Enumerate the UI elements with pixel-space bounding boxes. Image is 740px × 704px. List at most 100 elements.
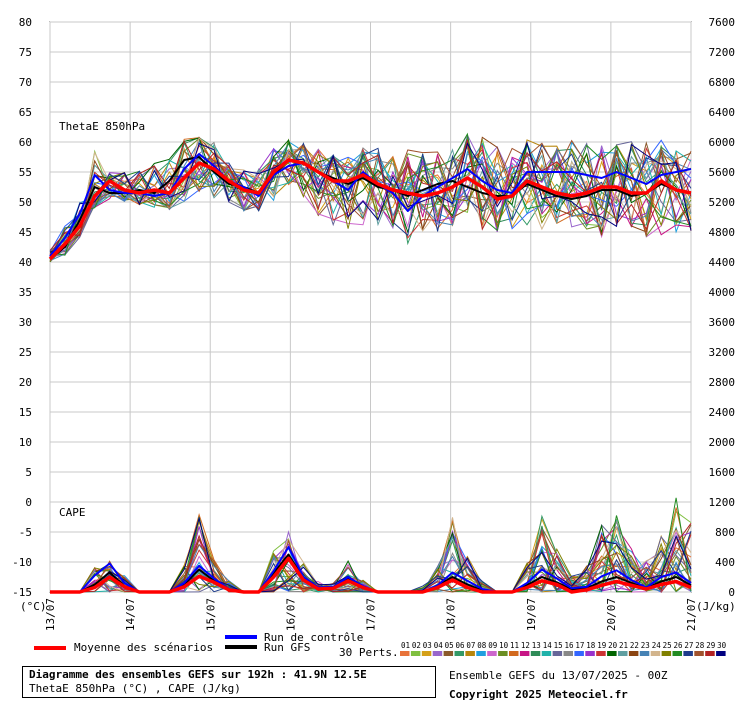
x-axis-ticks: 13/07 14/07 15/07 16/07 17/07 18/07 19/07 20/07… — [44, 598, 698, 631]
pert-legend-swatch — [639, 651, 650, 656]
left-tick-label: 35 — [19, 286, 32, 299]
right-tick-label: 400 — [715, 556, 735, 569]
legend: Moyenne des scénarios Run de contrôle Ru… — [34, 631, 727, 659]
pert-legend-swatch — [607, 651, 617, 656]
right-tick-label: 4400 — [709, 256, 736, 269]
right-tick-label: 3200 — [709, 346, 736, 359]
x-tick-label: 19/07 — [525, 598, 538, 631]
pert-legend-swatch — [509, 651, 519, 656]
left-tick-label: 0 — [25, 496, 32, 509]
pert-legend-swatch — [476, 651, 486, 656]
pert-legend-id: 14 — [543, 641, 553, 650]
pert-legend-swatch — [618, 651, 628, 656]
pert-legend-id: 13 — [532, 641, 541, 650]
pert-legend-swatch — [519, 651, 530, 656]
pert-legend-swatch — [596, 651, 606, 656]
pert-legend-id: 26 — [674, 641, 684, 650]
left-tick-label: 5 — [25, 466, 32, 479]
pert-legend-id: 19 — [597, 641, 606, 650]
pert-legend-id: 25 — [663, 641, 672, 650]
thetae-perturbation-26 — [49, 132, 692, 256]
pert-legend-id: 03 — [423, 641, 432, 650]
pert-legend-id: 16 — [565, 641, 575, 650]
right-tick-label: 1600 — [709, 466, 736, 479]
left-tick-label: 25 — [19, 346, 32, 359]
thetae-mean-line — [48, 158, 692, 261]
info-title: Diagramme des ensembles GEFS sur 192h : … — [29, 668, 367, 681]
right-tick-label: 2000 — [709, 436, 736, 449]
left-tick-label: -15 — [12, 586, 32, 599]
pert-legend-swatch — [498, 651, 508, 656]
x-tick-label: 20/07 — [605, 598, 618, 631]
left-tick-label: 65 — [19, 106, 32, 119]
pert-legend-swatch — [574, 651, 584, 656]
thetae-perturbation-25 — [49, 142, 692, 262]
pert-legend-swatch — [530, 651, 541, 656]
right-tick-label: 5200 — [709, 196, 736, 209]
run-info: Ensemble GEFS du 13/07/2025 - 00Z Copyri… — [449, 666, 668, 704]
pert-legend-id: 22 — [630, 641, 639, 650]
pert-legend-swatch — [541, 651, 552, 656]
pert-legend-swatch — [410, 651, 421, 656]
left-tick-label: 45 — [19, 226, 32, 239]
pert-legend-id: 12 — [521, 641, 530, 650]
legend-control-label: Run de contrôle — [264, 631, 363, 644]
right-axis-ticks: 7600720068006400600056005200480044004000… — [709, 16, 736, 599]
right-tick-label: 2800 — [709, 376, 736, 389]
pert-legend-swatch — [650, 651, 661, 656]
pert-legend-swatch — [443, 651, 454, 656]
thetae-perturbation-23 — [49, 140, 692, 262]
pert-legend-id: 10 — [499, 641, 509, 650]
thetae-panel-label: ThetaE 850hPa — [59, 120, 145, 133]
left-tick-label: 50 — [19, 196, 32, 209]
info-subtitle: ThetaE 850hPa (°C) , CAPE (J/kg) — [29, 682, 241, 695]
right-tick-label: 3600 — [709, 316, 736, 329]
thetae-perturbation-29 — [49, 139, 692, 251]
x-tick-label: 16/07 — [284, 598, 297, 631]
legend-gfs-label: Run GFS — [264, 641, 310, 654]
pert-legend-id: 02 — [412, 641, 421, 650]
x-tick-label: 17/07 — [365, 598, 378, 631]
thetae-perturbation-30 — [49, 140, 692, 253]
right-tick-label: 6000 — [709, 136, 736, 149]
left-tick-label: 60 — [19, 136, 32, 149]
pert-legend-id: 28 — [695, 641, 705, 650]
pert-legend-swatch — [672, 651, 682, 656]
right-tick-label: 0 — [728, 586, 735, 599]
pert-legend-swatch — [487, 651, 497, 656]
pert-legend-id: 09 — [488, 641, 497, 650]
pert-legend-swatch — [585, 651, 595, 656]
right-tick-label: 2400 — [709, 406, 736, 419]
pert-legend-id: 23 — [641, 641, 650, 650]
x-tick-label: 14/07 — [124, 598, 137, 631]
pert-legend-swatch — [432, 651, 443, 656]
pert-legend-id: 08 — [477, 641, 487, 650]
pert-legend-swatch — [563, 651, 573, 656]
left-tick-label: 55 — [19, 166, 32, 179]
pert-legend-id: 18 — [586, 641, 596, 650]
pert-legend-id: 29 — [706, 641, 715, 650]
pert-legend-id: 24 — [652, 641, 662, 650]
pert-legend-swatch — [705, 651, 715, 656]
left-tick-label: 15 — [19, 406, 32, 419]
pert-legend-id: 30 — [717, 641, 727, 650]
right-tick-label: 4800 — [709, 226, 736, 239]
left-tick-label: -5 — [19, 526, 32, 539]
main-series — [48, 153, 692, 594]
left-tick-label: 80 — [19, 16, 32, 29]
pert-legend-swatch — [661, 651, 672, 656]
left-tick-label: 40 — [19, 256, 32, 269]
pert-legend-swatch — [465, 651, 475, 656]
pert-legend-id: 11 — [510, 641, 519, 650]
right-tick-label: 1200 — [709, 496, 736, 509]
pert-legend-swatch — [683, 651, 693, 656]
pert-legend-swatch — [552, 651, 563, 656]
left-axis-unit: (°C) — [20, 600, 47, 613]
right-tick-label: 6800 — [709, 76, 736, 89]
pert-legend-id: 20 — [608, 641, 618, 650]
pert-legend-id: 06 — [456, 641, 466, 650]
pert-legend-swatch — [400, 651, 410, 656]
pert-legend-id: 01 — [401, 641, 410, 650]
